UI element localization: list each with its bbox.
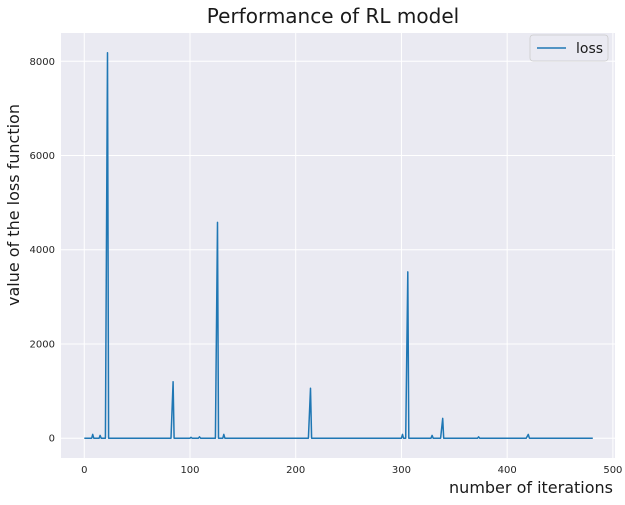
y-tick-label: 8000 bbox=[30, 57, 55, 68]
y-tick-label: 0 bbox=[49, 434, 55, 445]
loss-line bbox=[84, 52, 593, 439]
plot-background bbox=[61, 33, 615, 458]
y-tick-label: 2000 bbox=[30, 339, 55, 350]
legend-label: loss bbox=[576, 41, 603, 57]
x-tick-labels: 0 100 200 300 400 500 bbox=[81, 465, 622, 476]
chart-title: Performance of RL model bbox=[207, 4, 459, 28]
x-tick-label: 500 bbox=[603, 465, 622, 476]
legend-box bbox=[529, 34, 609, 62]
y-tick-label: 4000 bbox=[30, 245, 55, 256]
x-tick-label: 300 bbox=[392, 465, 411, 476]
y-axis-label: value of the loss function bbox=[4, 104, 23, 306]
x-tick-label: 400 bbox=[498, 465, 517, 476]
x-tick-label: 100 bbox=[180, 465, 199, 476]
x-tick-label: 200 bbox=[286, 465, 305, 476]
x-tick-label: 0 bbox=[81, 465, 87, 476]
x-axis-label: number of iterations bbox=[449, 478, 613, 497]
y-tick-labels: 0 2000 4000 6000 8000 bbox=[30, 57, 55, 445]
legend: loss bbox=[529, 34, 609, 62]
y-tick-label: 6000 bbox=[30, 151, 55, 162]
